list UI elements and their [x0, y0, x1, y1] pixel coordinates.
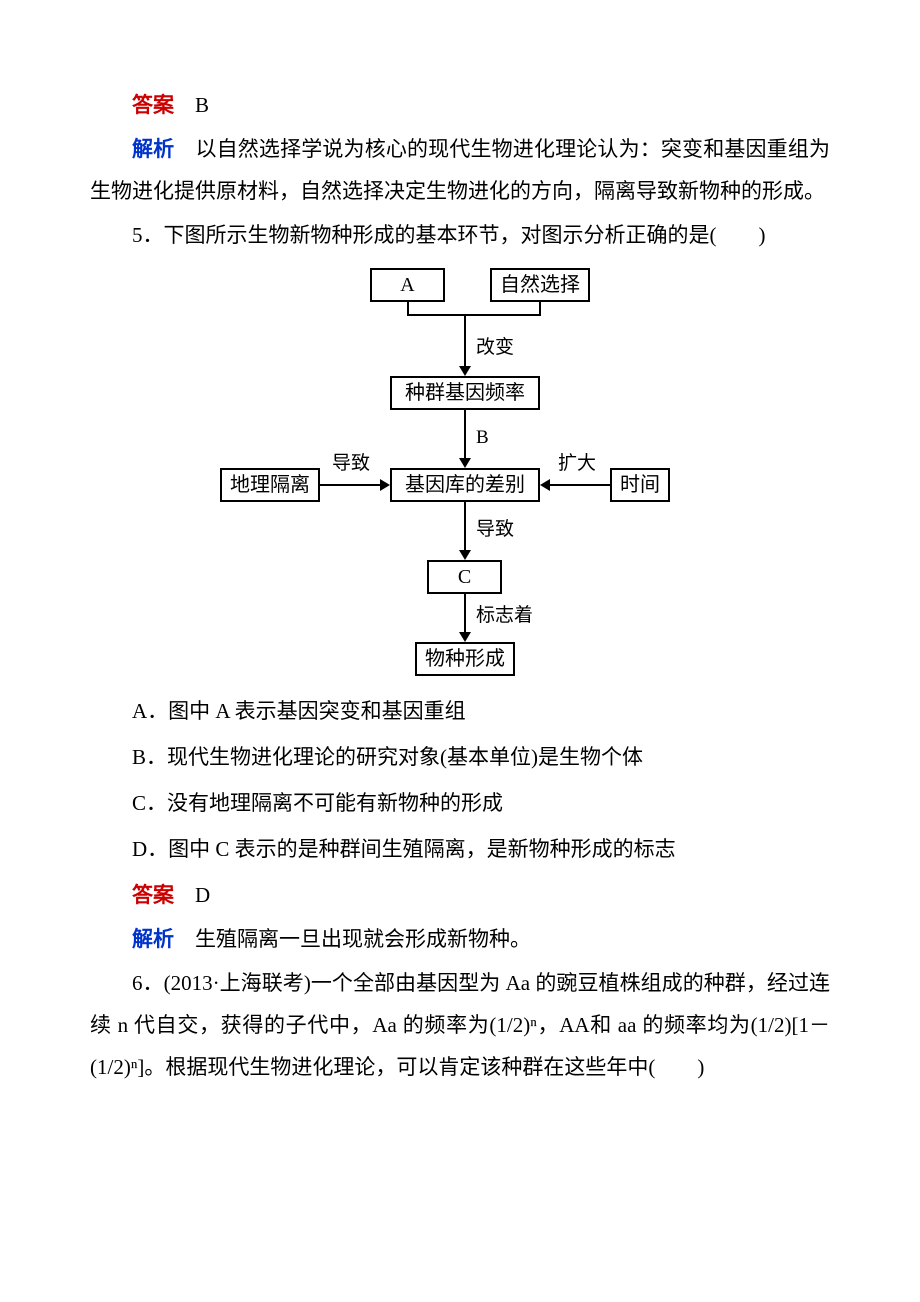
arrow-freq-diff-head [459, 458, 471, 468]
q5-option-c: C．没有地理隔离不可能有新物种的形成 [90, 782, 830, 824]
edge-mark: 标志着 [476, 606, 533, 625]
arrow-geo-diff-line [320, 484, 382, 486]
edge-change: 改变 [476, 338, 514, 357]
edge-lead2: 导致 [476, 520, 514, 539]
edge-B: B [476, 428, 489, 447]
node-A: A [370, 268, 445, 302]
bracket-h [407, 314, 541, 316]
q5-answer-line: 答案 D [90, 874, 830, 916]
q4-analysis: 解析以自然选择学说为核心的现代生物进化理论认为：突变和基因重组为生物进化提供原材… [90, 128, 830, 212]
edge-enlarge: 扩大 [558, 454, 596, 473]
node-geo-isolation: 地理隔离 [220, 468, 320, 502]
arrow-c-form-line [464, 594, 466, 634]
arrow-time-diff-head [540, 479, 550, 491]
node-C: C [427, 560, 502, 594]
edge-lead1: 导致 [332, 454, 370, 473]
arrow-geo-diff-head [380, 479, 390, 491]
node-gene-freq: 种群基因频率 [390, 376, 540, 410]
node-natural-selection: 自然选择 [490, 268, 590, 302]
q4-answer-value: B [195, 93, 209, 117]
q5-stem: 5．下图所示生物新物种形成的基本环节，对图示分析正确的是( ) [90, 214, 830, 256]
arrow-freq-diff-line [464, 410, 466, 460]
arrow-c-form-head [459, 632, 471, 642]
q4-answer-line: 答案 B [90, 84, 830, 126]
arrow-diff-c-head [459, 550, 471, 560]
node-gene-pool-diff: 基因库的差别 [390, 468, 540, 502]
q5-analysis-text: 生殖隔离一旦出现就会形成新物种。 [195, 927, 531, 951]
arrow-diff-c-line [464, 502, 466, 552]
q5-option-b: B．现代生物进化理论的研究对象(基本单位)是生物个体 [90, 736, 830, 778]
q5-answer-value: D [195, 883, 210, 907]
analysis-label: 解析 [132, 137, 174, 161]
q5-analysis: 解析生殖隔离一旦出现就会形成新物种。 [90, 918, 830, 960]
analysis-label: 解析 [132, 927, 174, 951]
arrow-to-freq [459, 366, 471, 376]
q5-option-a: A．图中 A 表示基因突变和基因重组 [90, 690, 830, 732]
q4-analysis-text: 以自然选择学说为核心的现代生物进化理论认为：突变和基因重组为生物进化提供原材料，… [90, 137, 830, 203]
q5-diagram: A 自然选择 改变 种群基因频率 B 地理隔离 基因库的差别 时间 导致 扩大 … [220, 268, 700, 678]
bracket-center-v [464, 314, 466, 368]
answer-label: 答案 [132, 93, 174, 117]
q5-diagram-container: A 自然选择 改变 种群基因频率 B 地理隔离 基因库的差别 时间 导致 扩大 … [90, 268, 830, 678]
node-species-formation: 物种形成 [415, 642, 515, 676]
node-time: 时间 [610, 468, 670, 502]
answer-label: 答案 [132, 883, 174, 907]
arrow-time-diff-line [548, 484, 610, 486]
q6-stem: 6．(2013·上海联考)一个全部由基因型为 Aa 的豌豆植株组成的种群，经过连… [90, 962, 830, 1088]
q5-option-d: D．图中 C 表示的是种群间生殖隔离，是新物种形成的标志 [90, 828, 830, 870]
